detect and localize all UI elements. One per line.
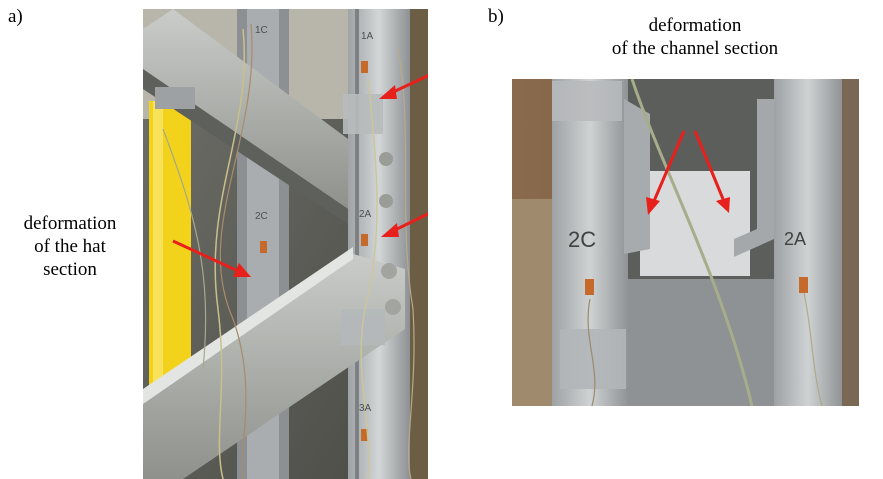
- channel-section-caption: deformation of the channel section: [560, 14, 830, 60]
- arrow-head: [716, 197, 730, 213]
- panel-a-label: a): [8, 6, 23, 27]
- gauge-label-2a: 2A: [784, 229, 806, 249]
- hat-section-caption: deformation of the hat section: [0, 212, 140, 281]
- caption-line: deformation: [23, 213, 117, 234]
- gauge-label-1a: 1A: [361, 31, 374, 42]
- caption-line: of the hat: [34, 236, 106, 257]
- arrow-head: [379, 85, 397, 99]
- arrow-head: [646, 197, 660, 215]
- gauge-label-1c: 1C: [255, 25, 268, 36]
- arrow-hat-middle: [392, 212, 428, 233]
- arrow-head: [381, 223, 399, 237]
- photo-channel-section: 2C 2A: [512, 79, 859, 406]
- caption-line: deformation: [648, 15, 742, 36]
- arrow-hat-left: [172, 239, 239, 273]
- gauge-label-2a: 2A: [359, 209, 372, 220]
- photo-hat-section: 1A 1C 2A 2C 3A: [143, 9, 428, 479]
- caption-line: section: [43, 259, 97, 280]
- arrow-channel-right: [693, 130, 725, 200]
- caption-line: of the channel section: [611, 38, 779, 59]
- arrow-hat-top: [390, 74, 428, 95]
- gauge-label-2c: 2C: [568, 227, 596, 252]
- panel-b-label: b): [488, 6, 504, 27]
- gauge-label-2c: 2C: [255, 211, 268, 222]
- gauge-label-3a: 3A: [359, 403, 372, 414]
- arrow-channel-left: [652, 130, 686, 202]
- arrow-head: [233, 263, 251, 277]
